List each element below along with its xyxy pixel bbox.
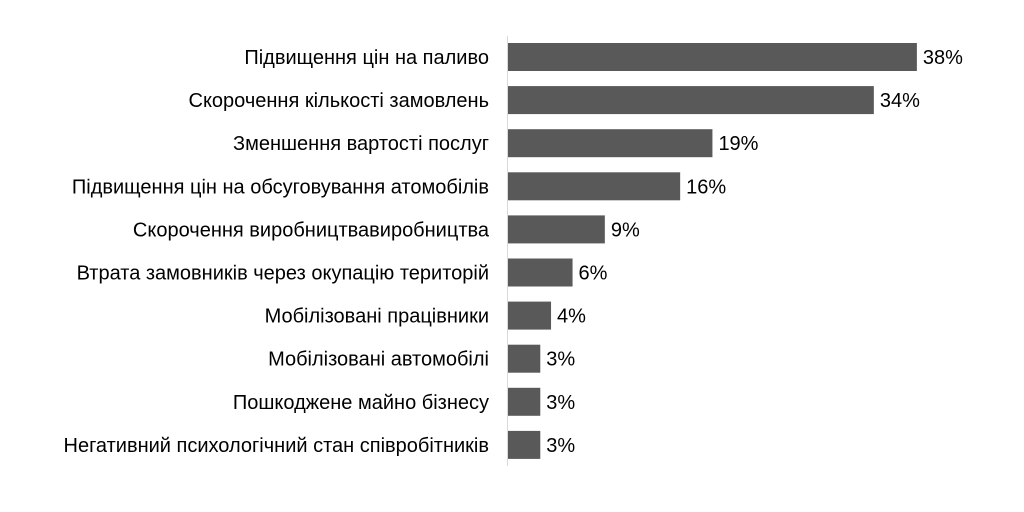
data-label: 9%: [611, 219, 640, 241]
data-label: 19%: [718, 133, 758, 155]
category-label: Втрата замовників через окупацію територ…: [77, 263, 489, 285]
data-label: 3%: [546, 392, 575, 414]
category-label: Мобілізовані працівники: [265, 306, 489, 328]
category-label: Скорочення кількості замовлень: [189, 90, 490, 112]
bar: [508, 387, 541, 416]
data-label: 4%: [557, 306, 586, 328]
data-label: 3%: [546, 435, 575, 457]
bar: [508, 301, 552, 330]
data-label: 3%: [546, 349, 575, 371]
bar: [508, 86, 874, 115]
bar: [508, 215, 605, 244]
data-label: 6%: [579, 263, 608, 285]
data-label: 34%: [880, 90, 920, 112]
category-label: Негативний психологічний стан співробітн…: [64, 435, 490, 457]
bar: [508, 344, 541, 373]
bar: [508, 43, 917, 71]
bar: [508, 258, 573, 287]
data-label: 38%: [923, 47, 963, 69]
bar: [508, 172, 681, 201]
data-label: 16%: [686, 176, 726, 198]
category-label: Підвищення цін на паливо: [244, 47, 489, 69]
bar: [508, 129, 713, 158]
category-label: Підвищення цін на обсуговування атомобіл…: [72, 176, 489, 198]
category-label: Скорочення виробництвавиробництва: [133, 219, 490, 241]
category-label: Мобілізовані автомобілі: [268, 349, 489, 371]
category-label: Пошкоджене майно бізнесу: [233, 392, 489, 414]
category-label: Зменшення вартості послуг: [233, 133, 489, 155]
bar: [508, 430, 541, 459]
